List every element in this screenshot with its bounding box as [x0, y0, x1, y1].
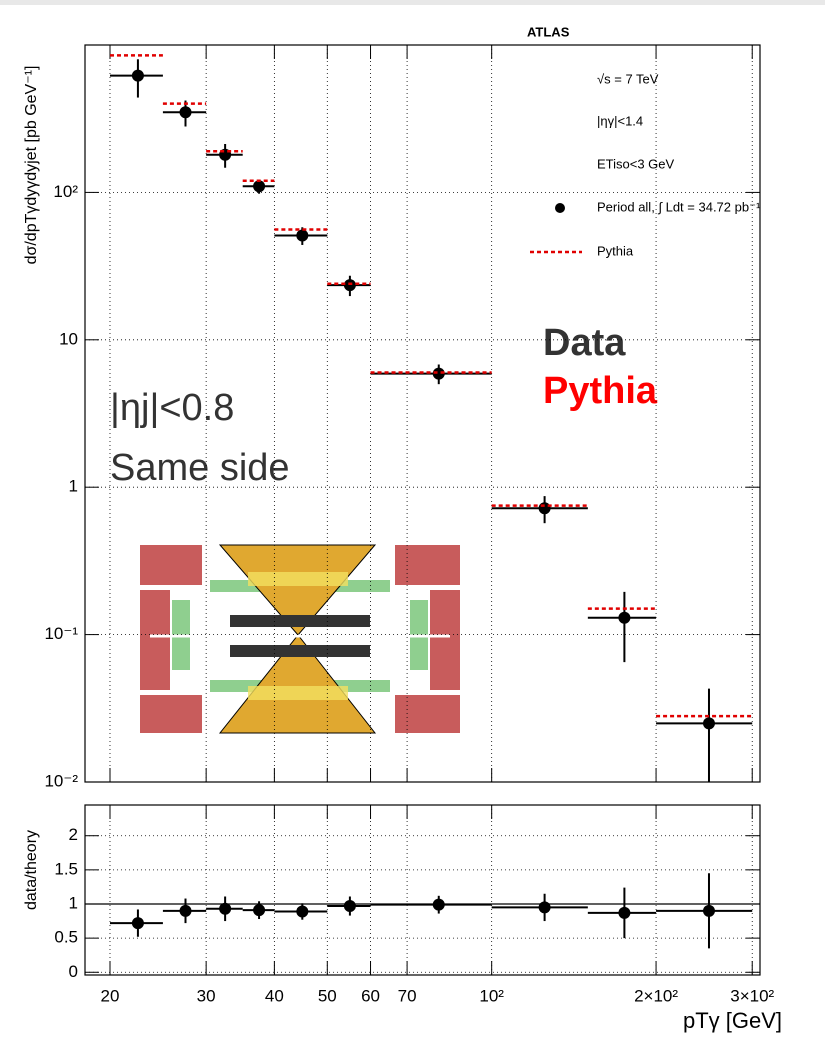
- x-tick-label: 60: [361, 986, 380, 1005]
- annotation: Data: [543, 322, 626, 364]
- annotation: Pythia: [543, 370, 658, 412]
- x-tick-label: 20: [101, 986, 120, 1005]
- annotation: |ηj|<0.8: [110, 387, 234, 429]
- y-tick-label: 2: [69, 825, 78, 844]
- y-tick-label: 10²: [53, 182, 78, 201]
- x-axis-label: pTγ [GeV]: [683, 1008, 782, 1033]
- data-point: [539, 502, 551, 514]
- ratio-panel-bg: [85, 805, 760, 975]
- y-tick-label: 10⁻²: [44, 771, 78, 790]
- x-tick-label: 3×10²: [730, 986, 774, 1005]
- legend-marker: [555, 203, 565, 213]
- data-point: [132, 70, 144, 82]
- chart: ATLAS √s = 7 TeV |ηγ|<1.4 ETiso<3 GeV Da…: [0, 0, 825, 1041]
- data-point: [132, 917, 144, 929]
- y-axis-label: dσ/dpTγdyγdyjet [pb GeV⁻¹]: [23, 66, 40, 265]
- detector-image: [137, 540, 462, 737]
- x-tick-label: 40: [265, 986, 284, 1005]
- top-strip: [0, 0, 825, 5]
- x-tick-label: 30: [197, 986, 216, 1005]
- y-tick-label: 1: [69, 893, 78, 912]
- legend-label: Period all, ∫ Ldt = 34.72 pb⁻¹: [597, 199, 761, 214]
- data-point: [433, 899, 445, 911]
- x-tick-label: 50: [318, 986, 337, 1005]
- data-point: [618, 907, 630, 919]
- x-tick-label: 70: [398, 986, 417, 1005]
- data-point: [296, 906, 308, 918]
- data-point: [344, 279, 356, 291]
- data-point: [618, 612, 630, 624]
- legend-note: |ηγ|<1.4: [597, 113, 643, 128]
- data-point: [219, 903, 231, 915]
- y-tick-label: 0.5: [54, 928, 78, 947]
- y-tick-label: 1: [69, 477, 78, 496]
- x-tick-label: 2×10²: [634, 986, 678, 1005]
- y-tick-label: 0: [69, 962, 78, 981]
- data-point: [253, 180, 265, 192]
- legend-note: √s = 7 TeV: [597, 71, 659, 86]
- data-point: [703, 717, 715, 729]
- data-point: [703, 905, 715, 917]
- data-point: [253, 904, 265, 916]
- data-point: [180, 106, 192, 118]
- y-tick-label: 10⁻¹: [44, 624, 78, 643]
- y-axis-label: data/theory: [23, 830, 40, 910]
- legend-note: ETiso<3 GeV: [597, 156, 675, 171]
- data-point: [344, 900, 356, 912]
- x-tick-label: 10²: [479, 986, 504, 1005]
- legend-title: ATLAS: [527, 24, 570, 39]
- data-point: [539, 901, 551, 913]
- y-tick-label: 10: [59, 329, 78, 348]
- legend-label: Pythia: [597, 243, 634, 258]
- data-point: [180, 905, 192, 917]
- annotation: Same side: [110, 447, 290, 489]
- y-tick-label: 1.5: [54, 859, 78, 878]
- data-point: [296, 230, 308, 242]
